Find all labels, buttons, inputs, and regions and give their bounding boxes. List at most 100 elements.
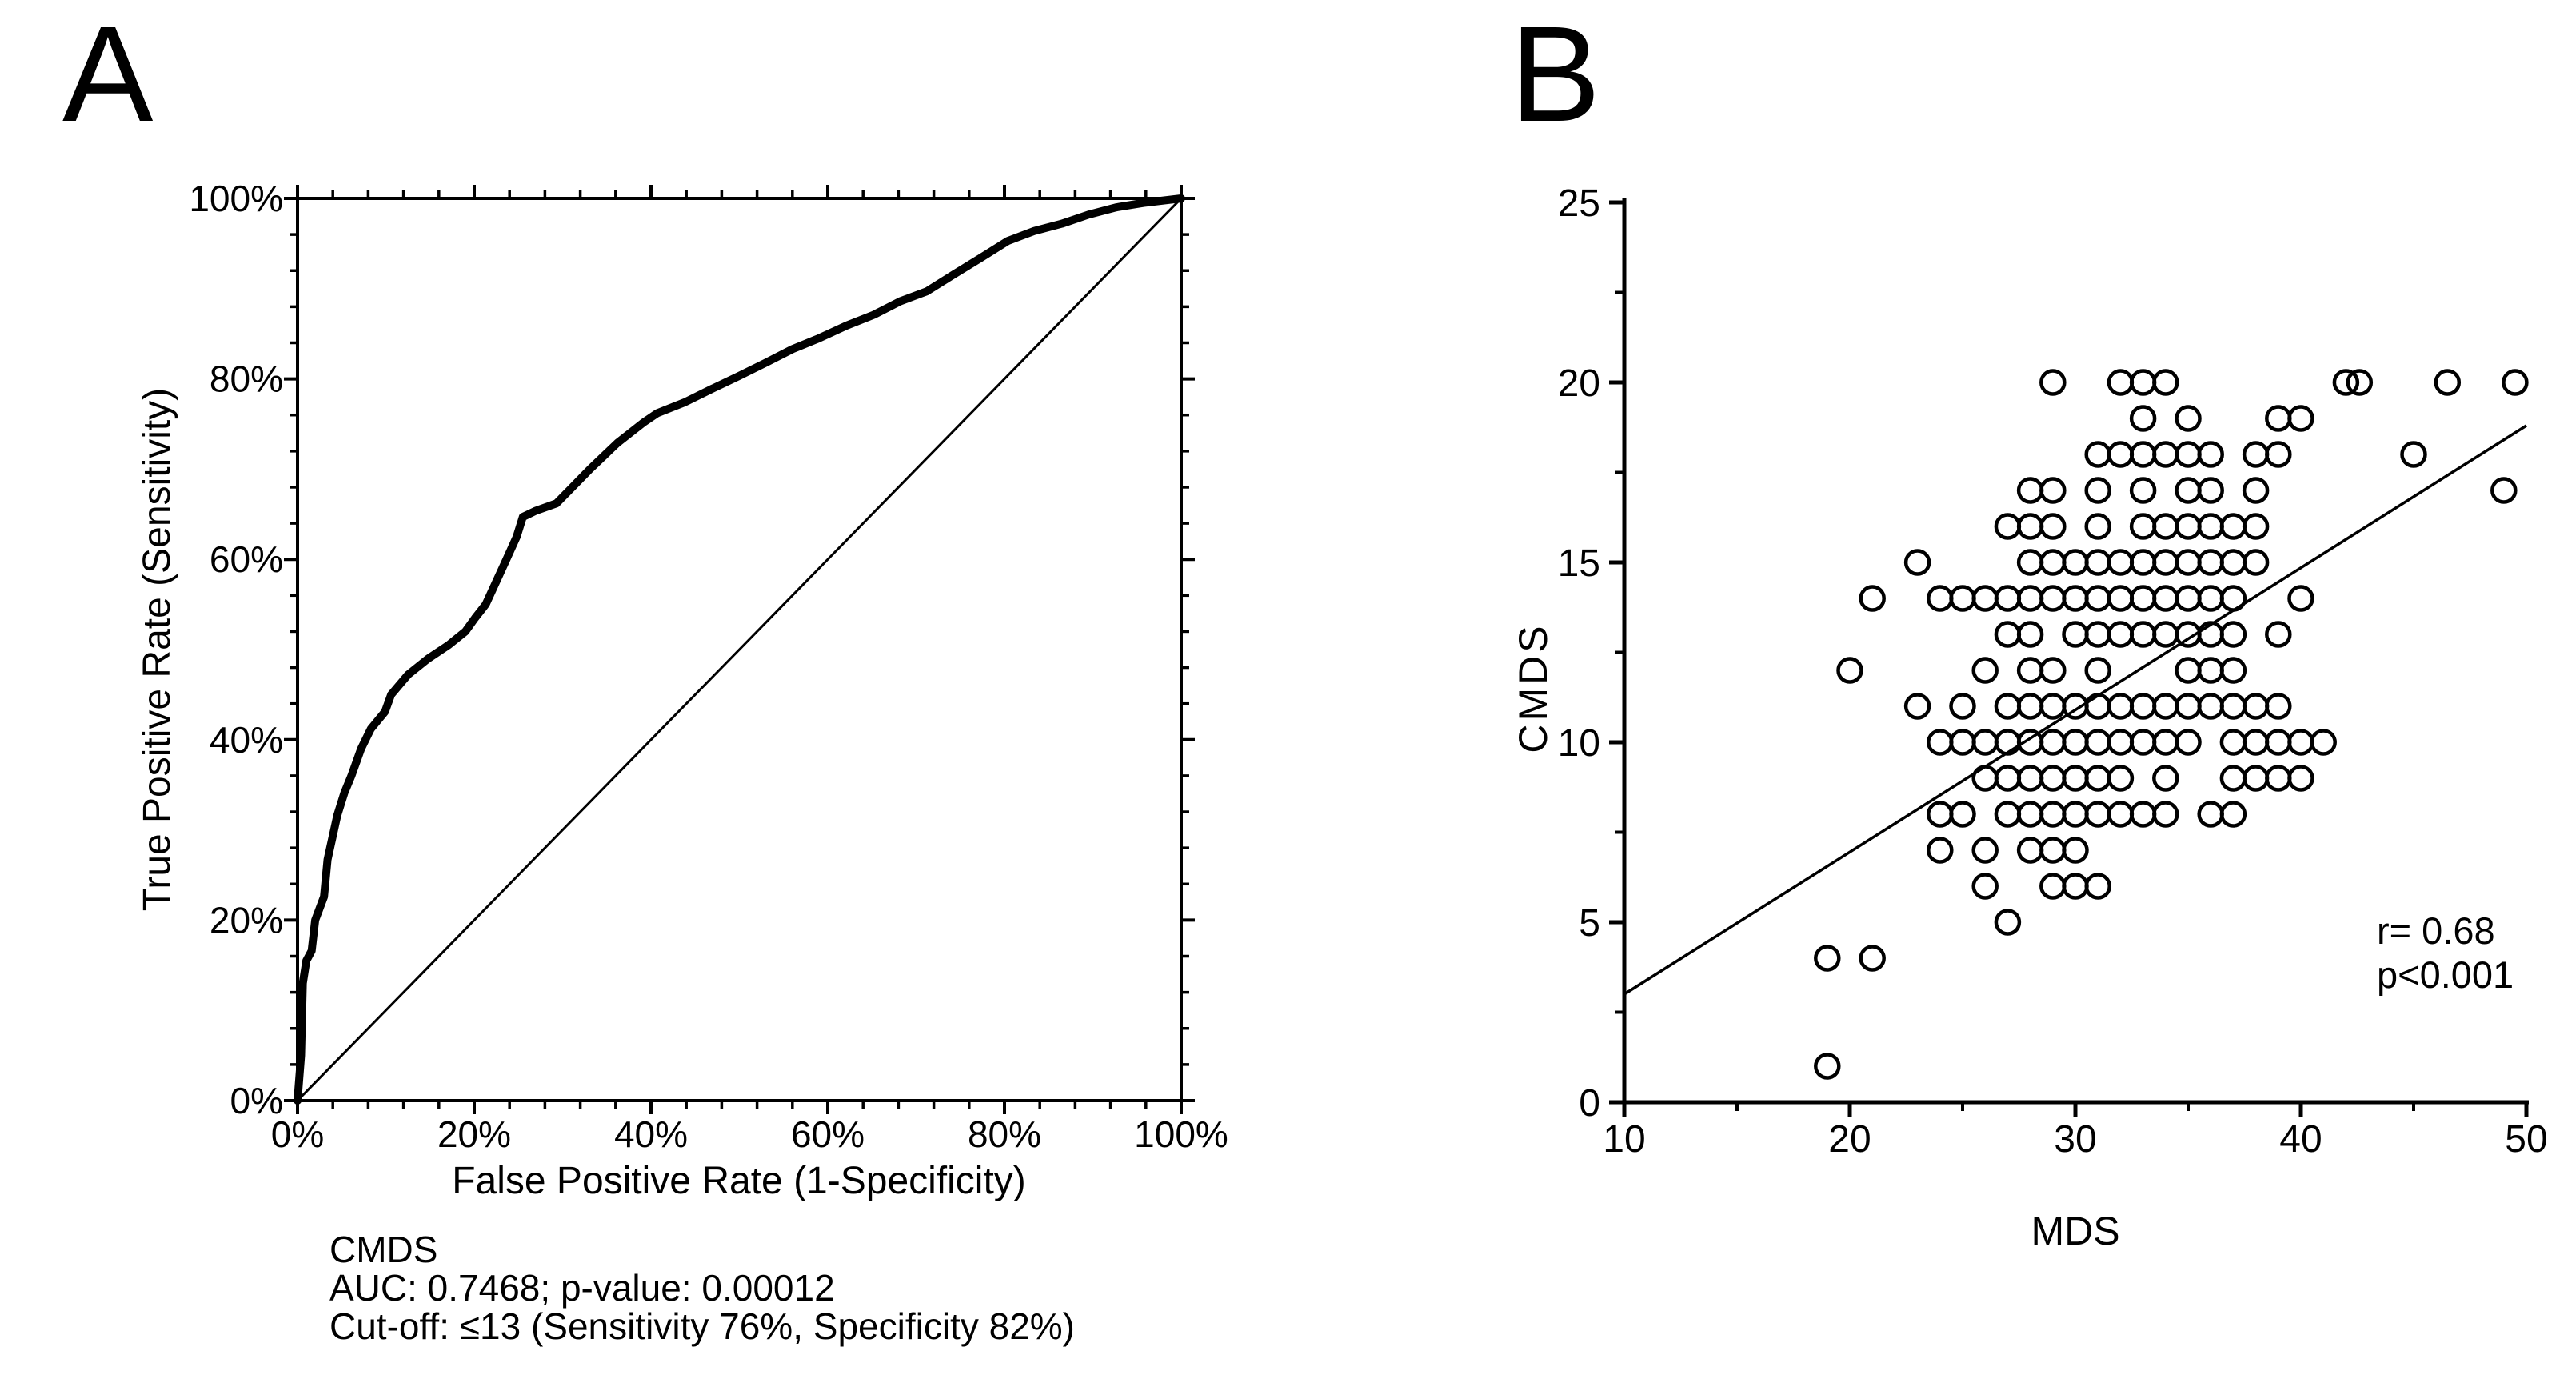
- scatter-point: [2287, 729, 2314, 756]
- scatter-point: [2129, 801, 2157, 828]
- scatter-point: [2287, 585, 2314, 612]
- scatter-point: [2016, 693, 2044, 720]
- b-x-axis-title: MDS: [2031, 1209, 2119, 1253]
- scatter-point: [2219, 765, 2247, 792]
- scatter-point: [2107, 621, 2135, 648]
- scatter-point: [2107, 549, 2135, 576]
- scatter-point: [2152, 693, 2179, 720]
- scatter-point: [1971, 765, 1999, 792]
- panel-b-label: B: [1510, 0, 1601, 150]
- scatter-point: [1994, 909, 2022, 936]
- scatter-point: [2265, 729, 2292, 756]
- roc-chart: 0% 20% 40% 60% 80% 100% 0% 20% 40% 60% 80% 100%: [189, 178, 1228, 1155]
- scatter-point: [2242, 441, 2270, 468]
- scatter-point: [2129, 729, 2157, 756]
- a-x-tick-label: 20%: [437, 1113, 511, 1155]
- scatter-point: [1994, 765, 2022, 792]
- scatter-point: [2084, 729, 2111, 756]
- a-annotation-line-2: AUC: 0.7468; p-value: 0.00012: [329, 1267, 835, 1309]
- scatter-point: [1903, 549, 1931, 576]
- scatter-point: [1949, 585, 1976, 612]
- scatter-point: [1927, 801, 1954, 828]
- scatter-point: [2062, 765, 2089, 792]
- scatter-point: [2242, 765, 2270, 792]
- trend-line: [1623, 424, 2527, 996]
- b-annotation-p: p<0.001: [2377, 953, 2514, 996]
- scatter-point: [2152, 369, 2179, 396]
- scatter-point: [2152, 765, 2179, 792]
- scatter-point: [2129, 477, 2157, 504]
- a-y-tick-label: 0%: [230, 1080, 283, 1121]
- b-x-tick-label: 50: [2505, 1118, 2547, 1161]
- scatter-point: [1971, 729, 1999, 756]
- scatter-point: [1994, 693, 2022, 720]
- scatter-point: [2175, 513, 2202, 540]
- scatter-point: [2175, 405, 2202, 432]
- scatter-point: [2062, 549, 2089, 576]
- scatter-point: [2107, 729, 2135, 756]
- scatter-point: [2197, 693, 2224, 720]
- scatter-point: [2107, 801, 2135, 828]
- scatter-point: [2265, 693, 2292, 720]
- b-y-tick-label: 5: [1579, 902, 1600, 945]
- scatter-point: [2502, 369, 2529, 396]
- scatter-point: [2129, 693, 2157, 720]
- scatter-point: [2219, 729, 2247, 756]
- scatter-point: [2084, 873, 2111, 900]
- scatter-point: [2084, 765, 2111, 792]
- scatter-point: [1814, 945, 1841, 972]
- scatter-point: [2039, 585, 2067, 612]
- scatter-point: [1994, 729, 2022, 756]
- b-x-tick-label: 20: [1828, 1118, 1871, 1161]
- scatter-point: [2152, 513, 2179, 540]
- scatter-point: [2490, 477, 2518, 504]
- scatter-point: [2400, 441, 2427, 468]
- scatter-point: [2016, 513, 2044, 540]
- scatter-point: [2062, 801, 2089, 828]
- scatter-point: [2197, 441, 2224, 468]
- scatter-point: [2175, 585, 2202, 612]
- a-x-tick-label: 60%: [791, 1113, 865, 1155]
- scatter-point: [2219, 513, 2247, 540]
- scatter-point: [2039, 729, 2067, 756]
- scatter-point: [2039, 873, 2067, 900]
- scatter-point: [2265, 405, 2292, 432]
- scatter-point: [2197, 477, 2224, 504]
- b-y-tick-label: 10: [1558, 722, 1600, 765]
- scatter-point: [1949, 729, 1976, 756]
- scatter-point: [2129, 621, 2157, 648]
- scatter-point: [2175, 729, 2202, 756]
- b-x-tick-label: 30: [2054, 1118, 2096, 1161]
- scatter-point: [2242, 693, 2270, 720]
- scatter-point: [1927, 837, 1954, 864]
- b-y-tick-label: 25: [1558, 182, 1600, 225]
- scatter-point: [2016, 657, 2044, 684]
- scatter-point: [1949, 693, 1976, 720]
- scatter-point: [2129, 513, 2157, 540]
- scatter-point: [2242, 477, 2270, 504]
- scatter-point: [2016, 621, 2044, 648]
- scatter-point: [2084, 585, 2111, 612]
- b-y-tick-label: 0: [1579, 1082, 1600, 1125]
- b-x-tick-label: 10: [1603, 1118, 1645, 1161]
- scatter-point: [2084, 441, 2111, 468]
- b-y-tick-label: 20: [1558, 362, 1600, 405]
- a-y-tick-label: 20%: [210, 899, 283, 941]
- scatter-point: [1971, 585, 1999, 612]
- b-y-axis-title: CMDS: [1511, 622, 1556, 753]
- a-annotation-line-3: Cut-off: ≤13 (Sensitivity 76%, Specifici…: [329, 1305, 1075, 1347]
- b-annotation-r: r= 0.68: [2377, 909, 2495, 952]
- a-y-tick-label: 40%: [210, 719, 283, 761]
- a-annotation-line-1: CMDS: [329, 1229, 437, 1270]
- scatter-point: [2129, 369, 2157, 396]
- roc-frame: [296, 197, 1183, 1102]
- scatter-point: [2434, 369, 2462, 396]
- scatter-point: [2175, 693, 2202, 720]
- scatter-point: [2062, 585, 2089, 612]
- scatter-point: [1836, 657, 1863, 684]
- scatter-point: [1903, 693, 1931, 720]
- scatter-point: [1994, 513, 2022, 540]
- scatter-point: [1994, 801, 2022, 828]
- scatter-point: [2107, 441, 2135, 468]
- scatter-point: [2039, 549, 2067, 576]
